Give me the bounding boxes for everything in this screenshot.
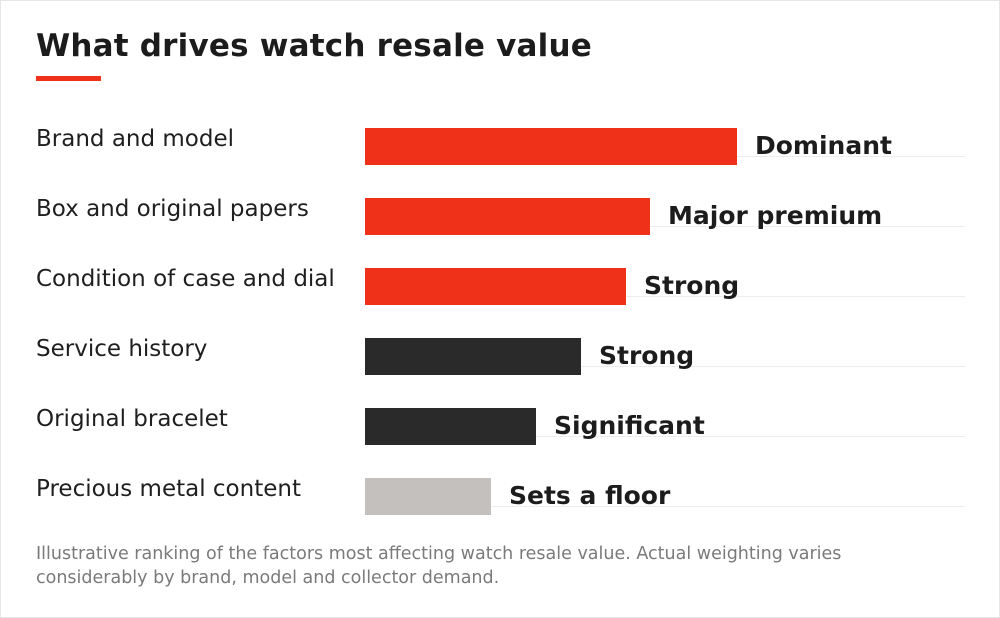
chart-footnote: Illustrative ranking of the factors most…	[36, 544, 842, 588]
row-gridline	[365, 296, 965, 297]
bar	[365, 268, 626, 305]
row-gridline	[365, 436, 965, 437]
bar-value-label: Major premium	[668, 201, 883, 230]
bar-value-label: Strong	[644, 271, 740, 300]
category-label: Service history	[36, 336, 208, 362]
chart-title: What drives watch resale value	[36, 28, 592, 64]
row-gridline	[365, 226, 965, 227]
bar	[365, 408, 536, 445]
bar	[365, 198, 650, 235]
category-label: Box and original papers	[36, 196, 309, 222]
bar-value-label: Sets a floor	[509, 481, 671, 510]
category-label: Original bracelet	[36, 406, 228, 432]
bar-value-label: Significant	[554, 411, 705, 440]
row-gridline	[365, 366, 965, 367]
bar	[365, 338, 581, 375]
bar-value-label: Dominant	[755, 131, 892, 160]
category-label: Condition of case and dial	[36, 266, 335, 292]
title-accent-rule	[36, 76, 101, 81]
bar	[365, 128, 737, 165]
bar	[365, 478, 491, 515]
category-label: Precious metal content	[36, 476, 301, 502]
category-label: Brand and model	[36, 126, 235, 152]
bar-value-label: Strong	[599, 341, 695, 370]
row-gridline	[365, 506, 965, 507]
